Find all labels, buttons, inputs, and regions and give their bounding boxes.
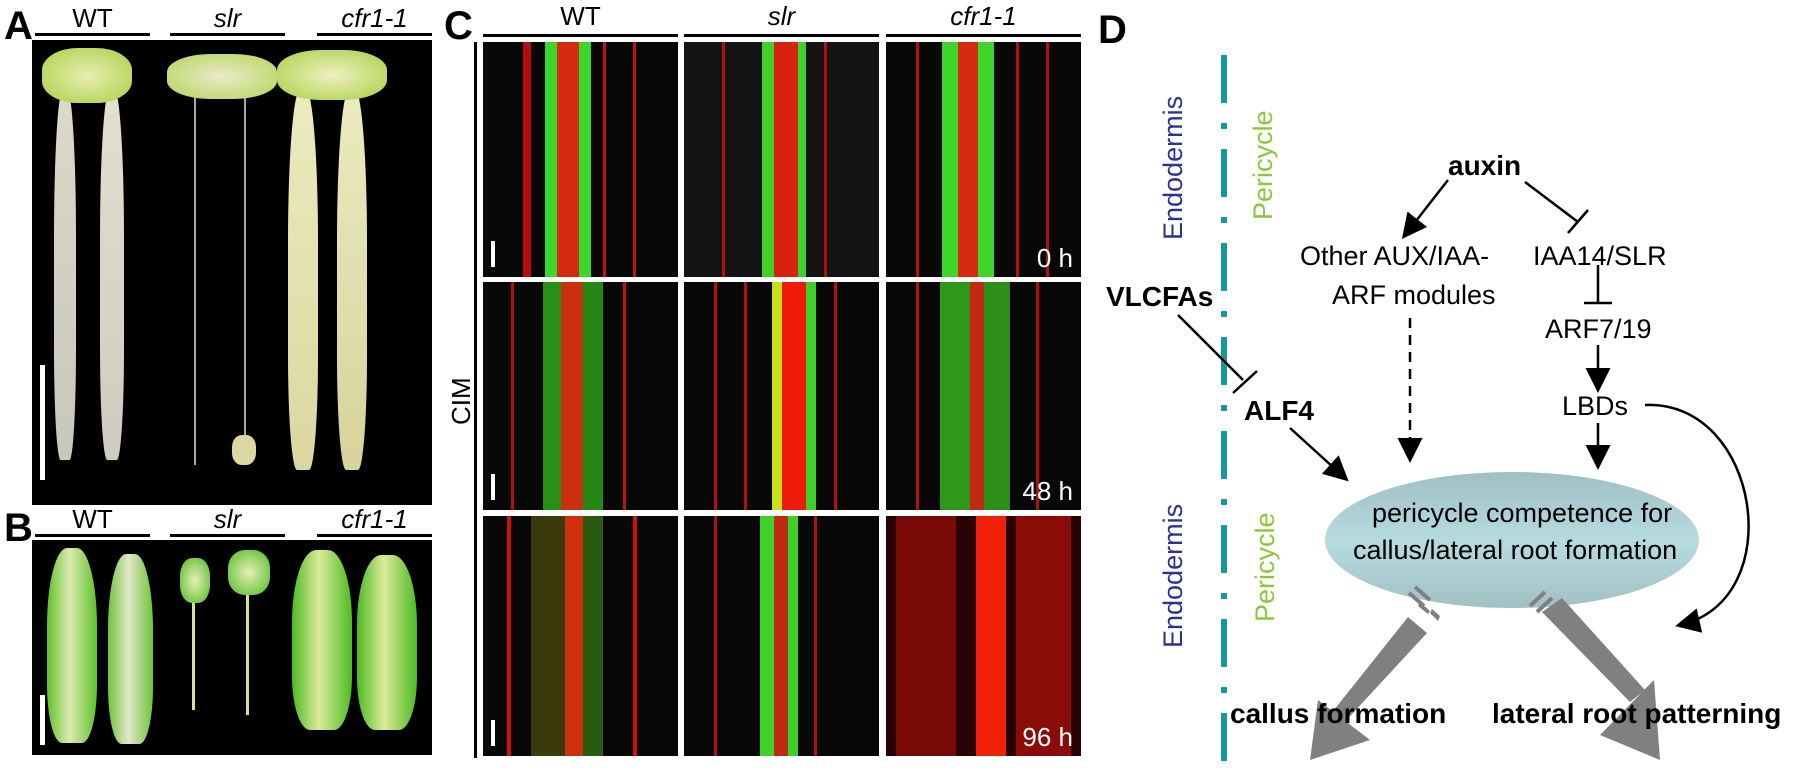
seedling-b-wt-1 [47,548,97,743]
time-label-96h: 96 h [1022,722,1073,752]
panel-b-label: B [4,506,33,550]
node-iaa14-slr: IAA14/SLR [1533,241,1667,271]
seedling-cfr1-2 [337,90,367,470]
panel-b-col-cfr1: cfr1-1 [341,504,408,534]
panel-b-photo [32,540,432,755]
node-competence-line1: pericycle competence for [1372,498,1673,528]
seedling-b-slr-1 [192,600,195,710]
panel-c-label: C [444,4,473,48]
panel-a-col-cfr1: cfr1-1 [341,3,408,33]
node-lbds: LBDs [1562,391,1629,421]
panel-b-underline-wt [35,534,150,537]
node-arf7-19: ARF7/19 [1545,314,1652,344]
node-other-aux-line2: ARF modules [1332,280,1496,310]
shoot-wt [42,48,132,103]
panel-c-underline-cfr1 [886,34,1081,37]
micro-wt-0h [483,42,678,277]
micro-slr-48h [684,282,879,510]
scale-bar [491,720,495,746]
panel-b-scale-bar [40,695,45,745]
callus-slr-tip [232,435,256,465]
outcome-lateral-root-patterning: lateral root patterning [1492,698,1782,729]
micro-slr-0h [684,42,879,277]
seedling-b-cfr1-2 [357,555,417,730]
micro-slr-96h [684,516,879,756]
seedling-b-cfr1-1 [292,550,352,730]
seedling-wt-1 [54,90,76,460]
panel-c-col-wt: WT [560,1,601,31]
seedling-slr-2 [244,95,246,445]
panel-b-underline-slr [170,534,285,537]
time-label-48h: 48 h [1022,476,1073,506]
seedling-cfr1-1 [288,90,318,470]
panel-c-col-slr: slr [767,1,796,31]
outcome-callus-formation: callus formation [1230,698,1447,729]
time-label-0h: 0 h [1036,243,1073,273]
panel-b-underline-cfr1 [317,534,432,537]
panel-a-col-slr: slr [213,3,242,33]
node-other-aux-line1: Other AUX/IAA- [1300,241,1490,271]
panel-c-col-cfr1: cfr1-1 [950,1,1017,31]
panel-c-underline-wt [483,34,678,37]
seedling-b-wt-2 [108,554,153,744]
seedling-b-slr-shoot-2 [228,550,270,595]
node-auxin: auxin [1448,150,1522,181]
node-competence-line2: callus/lateral root formation [1353,535,1678,565]
shoot-cfr1 [277,50,387,100]
micro-cfr1-48h: 48 h [886,282,1081,510]
micro-cfr1-0h: 0 h [886,42,1081,277]
panel-a-underline-wt [35,33,150,36]
node-alf4: ALF4 [1244,395,1314,426]
micro-wt-48h [483,282,678,510]
panel-b-col-wt: WT [72,504,113,534]
panel-a-col-wt: WT [72,3,113,33]
panel-a-scale-bar [40,365,45,480]
node-vlcfas: VLCFAs [1106,281,1214,312]
shoot-slr [167,54,277,99]
panel-d-label: D [1098,8,1127,52]
scale-bar [491,474,495,500]
panel-c-underline-slr [684,34,879,37]
panel-a-label: A [4,4,33,48]
panel-a-underline-slr [170,33,285,36]
micro-wt-96h [483,516,678,756]
scale-bar [491,241,495,267]
seedling-b-slr-2 [246,595,249,715]
panel-a-photo [32,40,432,505]
seedling-wt-2 [100,90,124,460]
micro-cfr1-96h: 96 h [886,516,1081,756]
seedling-slr-1 [194,95,196,465]
panel-b-col-slr: slr [213,504,242,534]
panel-c-row-bracket [474,42,477,758]
panel-a-underline-cfr1 [317,33,432,36]
seedling-b-slr-shoot-1 [180,558,210,603]
